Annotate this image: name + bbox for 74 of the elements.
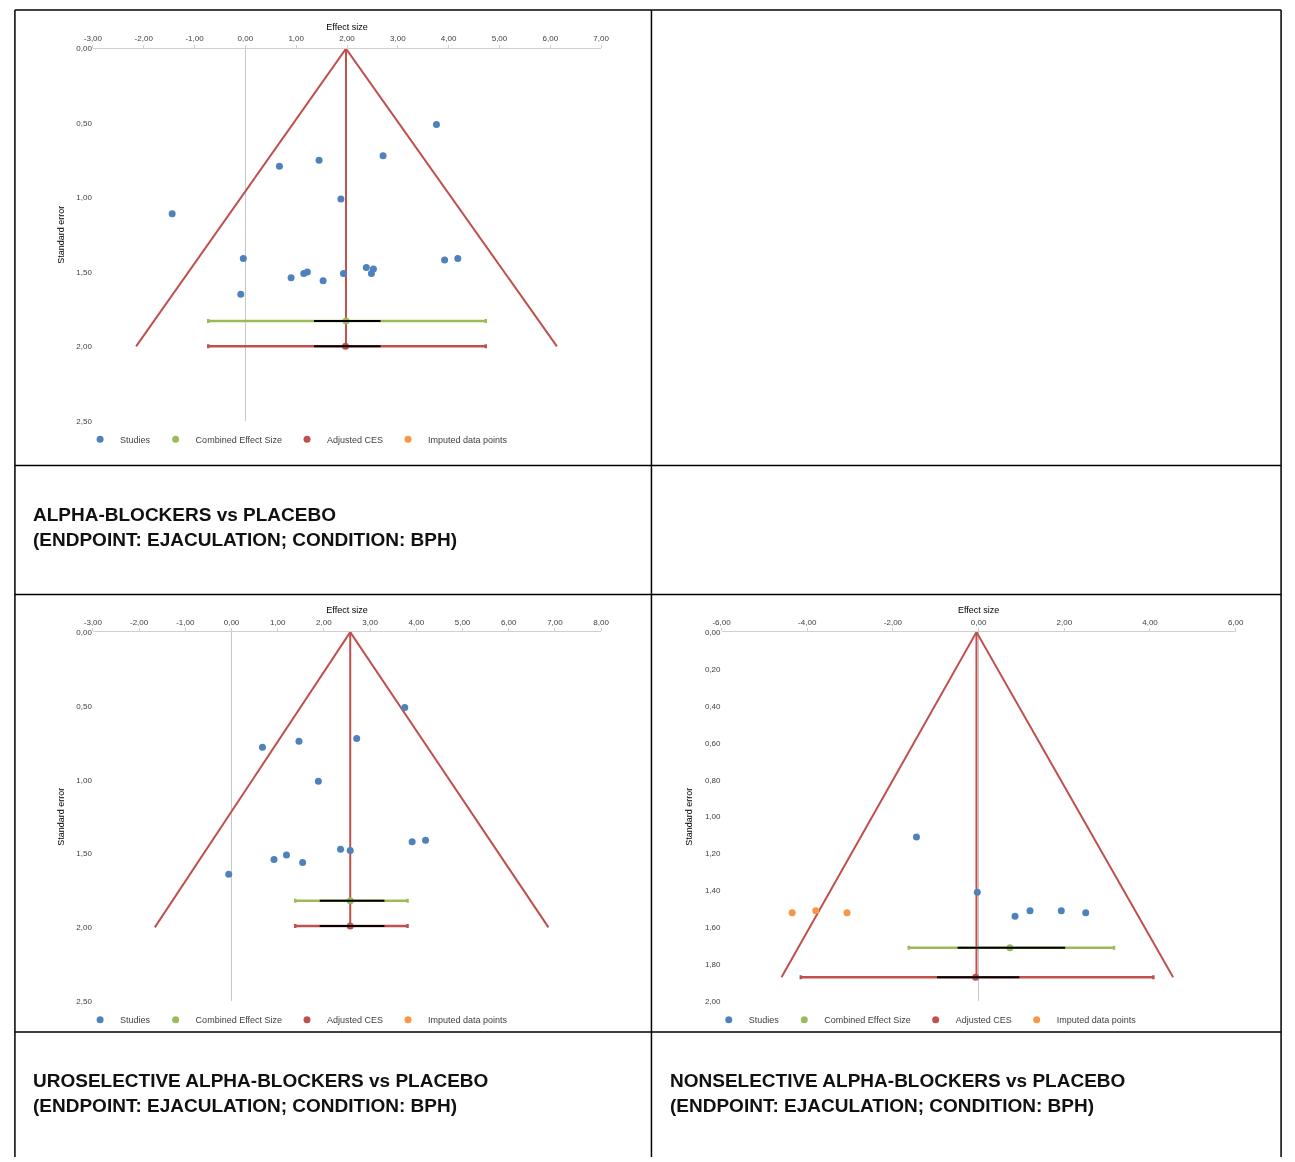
x-axis-title: Effect size bbox=[326, 21, 368, 32]
y-tick-label: 2,00 bbox=[76, 342, 93, 352]
y-axis-title: Standard error bbox=[684, 787, 695, 846]
text: NONSELECTIVE ALPHA-BLOCKERS vs PLACEBO (ENDPOINT: EJACULATION; CONDITION: BPH) bbox=[670, 1070, 1126, 1116]
y-axis-title: Standard error bbox=[55, 787, 66, 846]
y-tick-label: 1,50 bbox=[76, 849, 93, 859]
y-tick-label: 0,60 bbox=[704, 738, 722, 748]
y-tick-label: 0,00 bbox=[76, 44, 93, 54]
x-tick-label: 6,00 bbox=[1227, 617, 1245, 627]
x-axis-title: Effect size bbox=[957, 605, 1000, 616]
x-tick-label: 0,00 bbox=[223, 617, 240, 627]
legend-label: Studies bbox=[120, 1015, 151, 1026]
x-tick-label: 4,00 bbox=[1142, 617, 1159, 627]
legend-label: Combined Effect Size bbox=[824, 1015, 911, 1026]
y-tick-label: 0,20 bbox=[704, 664, 722, 674]
y-tick-label: 2,00 bbox=[76, 923, 93, 933]
y-tick-label: 0,50 bbox=[76, 118, 93, 128]
text: ALPHA-BLOCKERS vs PLACEBO (ENDPOINT: EJACULATION; CONDITION: BPH) bbox=[33, 504, 457, 550]
y-tick-label: 1,60 bbox=[704, 923, 722, 933]
y-tick-label: 2,50 bbox=[76, 416, 93, 426]
legend-label: Adjusted CES bbox=[327, 434, 384, 445]
y-tick-label: 1,80 bbox=[704, 960, 722, 970]
x-tick-label: 2,00 bbox=[316, 617, 333, 627]
y-tick-label: 0,40 bbox=[704, 701, 722, 711]
x-tick-label: -1,00 bbox=[185, 34, 205, 44]
x-tick-label: 4,00 bbox=[408, 617, 425, 627]
x-tick-label: 7,00 bbox=[593, 34, 610, 44]
y-tick-label: 0,50 bbox=[76, 701, 93, 711]
x-tick-label: 2,00 bbox=[1056, 617, 1073, 627]
x-tick-label: 6,00 bbox=[542, 34, 559, 44]
x-tick-label: -3,00 bbox=[83, 617, 103, 627]
x-tick-label: -6,00 bbox=[712, 617, 732, 627]
x-tick-label: 1,00 bbox=[288, 34, 305, 44]
x-tick-label: -3,00 bbox=[83, 34, 103, 44]
x-tick-label: 0,00 bbox=[237, 34, 254, 44]
y-tick-label: 1,00 bbox=[704, 812, 722, 822]
x-tick-label: 4,00 bbox=[440, 34, 457, 44]
legend-label: Adjusted CES bbox=[327, 1015, 384, 1026]
y-tick-label: 1,40 bbox=[704, 886, 722, 896]
legend-label: Adjusted CES bbox=[955, 1015, 1012, 1026]
text: UROSELECTIVE ALPHA-BLOCKERS vs PLACEBO (ENDPOINT: EJACULATION; CONDITION: BPH) bbox=[33, 1070, 489, 1116]
y-tick-label: 1,50 bbox=[76, 267, 93, 277]
x-tick-label: 8,00 bbox=[593, 617, 610, 627]
y-tick-label: 0,80 bbox=[704, 775, 722, 785]
y-tick-label: 2,00 bbox=[704, 997, 722, 1007]
x-tick-label: 6,00 bbox=[500, 617, 518, 627]
legend-label: Combined Effect Size bbox=[195, 434, 283, 445]
x-tick-label: 3,00 bbox=[390, 34, 407, 44]
y-tick-label: 0,00 bbox=[704, 627, 722, 637]
x-tick-label: 3,00 bbox=[362, 617, 379, 627]
x-tick-label: 7,00 bbox=[547, 617, 564, 627]
x-tick-label: -2,00 bbox=[883, 617, 903, 627]
legend-label: Imputed data points bbox=[428, 434, 508, 445]
x-tick-label: -4,00 bbox=[798, 617, 817, 627]
x-tick-label: 2,00 bbox=[339, 34, 356, 44]
y-tick-label: 0,00 bbox=[76, 627, 93, 637]
x-tick-label: -1,00 bbox=[176, 617, 195, 627]
x-tick-label: -2,00 bbox=[134, 34, 154, 44]
legend-label: Imputed data points bbox=[1056, 1015, 1137, 1026]
x-tick-label: 5,00 bbox=[491, 34, 508, 44]
y-axis-title: Standard error bbox=[55, 205, 66, 264]
x-tick-label: 0,00 bbox=[970, 617, 987, 627]
x-tick-label: -2,00 bbox=[129, 617, 149, 627]
y-tick-label: 2,50 bbox=[76, 997, 93, 1007]
legend-label: Studies bbox=[748, 1015, 780, 1026]
x-tick-label: 1,00 bbox=[269, 617, 287, 627]
legend-label: Combined Effect Size bbox=[195, 1015, 283, 1026]
x-tick-label: 5,00 bbox=[454, 617, 471, 627]
y-tick-label: 1,00 bbox=[76, 775, 93, 785]
y-tick-label: 1,00 bbox=[76, 193, 93, 203]
legend-label: Imputed data points bbox=[428, 1015, 508, 1026]
x-axis-title: Effect size bbox=[326, 605, 368, 616]
legend-label: Studies bbox=[120, 434, 151, 445]
y-tick-label: 1,20 bbox=[704, 849, 722, 859]
